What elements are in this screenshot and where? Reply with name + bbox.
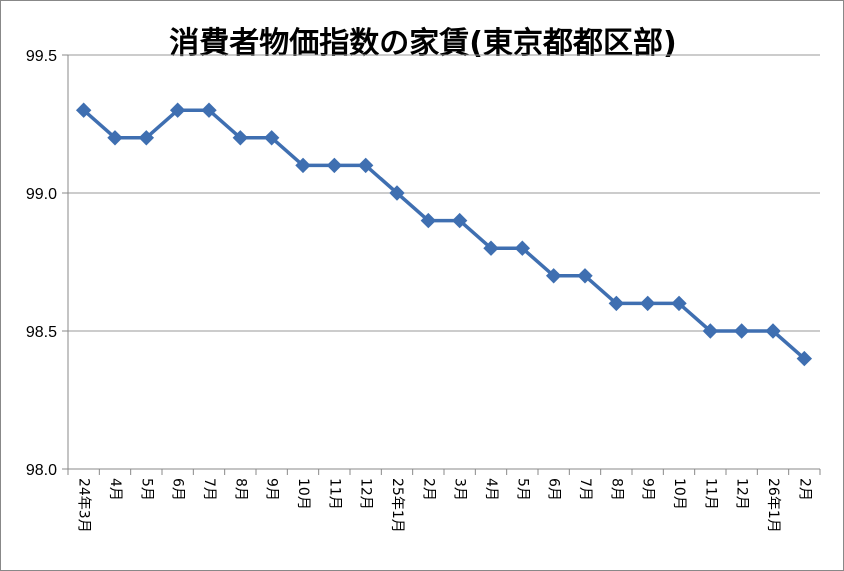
data-point-marker <box>796 350 813 367</box>
data-point-marker <box>702 323 719 339</box>
data-point-marker <box>483 240 499 256</box>
x-tick-label: 26年1月 <box>765 478 781 533</box>
data-point-marker <box>671 295 687 312</box>
x-tick-label: 9月 <box>640 478 656 501</box>
x-tick-label: 24年3月 <box>76 478 92 533</box>
x-tick-label: 9月 <box>264 478 280 501</box>
y-tick-labels: 98.0 98.5 99.0 99.5 <box>26 48 57 479</box>
data-point-marker <box>201 102 217 118</box>
data-point-marker <box>357 157 374 174</box>
x-tick-label: 5月 <box>138 478 154 501</box>
y-tick-label: 99.5 <box>26 48 57 65</box>
x-tick-label: 12月 <box>734 478 750 510</box>
x-tick-label: 7月 <box>577 478 593 501</box>
x-tick-label: 2月 <box>420 478 436 501</box>
chart-title: 消費者物価指数の家賃(東京都都区部) <box>169 26 676 61</box>
x-tick-label: 12月 <box>358 478 374 510</box>
data-point-marker <box>420 212 437 229</box>
data-point-marker <box>733 323 750 339</box>
x-tick-labels: 24年3月 4月 5月 6月 7月 8月 9月 10月 11月 12月 25年1月 2月 3月 4月 5月 6… <box>76 478 813 533</box>
axes <box>62 54 821 475</box>
x-tick-label: 11月 <box>702 478 718 510</box>
x-tick-label: 11月 <box>326 478 342 510</box>
data-point-marker <box>263 130 280 146</box>
data-point-marker <box>765 323 781 339</box>
x-tick-label: 10月 <box>295 478 311 510</box>
x-tick-label: 4月 <box>107 478 123 501</box>
data-point-marker <box>389 185 405 201</box>
x-tick-label: 2月 <box>796 478 812 501</box>
data-point-marker <box>608 295 625 312</box>
data-point-marker <box>639 295 656 312</box>
series-markers <box>75 102 813 367</box>
data-point-marker <box>545 268 562 284</box>
x-tick-label: 25年1月 <box>389 478 405 533</box>
y-tick-label: 99.0 <box>26 186 57 203</box>
y-tick-label: 98.0 <box>26 462 57 479</box>
data-point-marker <box>107 130 123 146</box>
data-point-marker <box>75 102 92 118</box>
x-tick-label: 6月 <box>546 478 562 501</box>
data-point-marker <box>326 157 343 174</box>
series-line <box>82 108 806 360</box>
x-tick-label: 5月 <box>514 478 530 501</box>
y-tick-label: 98.5 <box>26 324 57 341</box>
data-point-marker <box>577 268 593 284</box>
x-tick-label: 8月 <box>608 478 624 501</box>
x-tick-label: 4月 <box>483 478 499 501</box>
x-tick-label: 8月 <box>232 478 248 501</box>
gridlines <box>68 54 820 332</box>
data-point-marker <box>295 157 311 174</box>
x-tick-label: 3月 <box>452 478 468 501</box>
data-point-marker <box>232 130 249 146</box>
x-tick-label: 6月 <box>170 478 186 501</box>
data-point-marker <box>451 212 468 229</box>
series-line-path <box>82 108 806 360</box>
x-tick-label: 10月 <box>671 478 687 510</box>
data-point-marker <box>169 102 186 118</box>
data-point-marker <box>138 130 155 146</box>
data-point-marker <box>514 240 531 256</box>
x-tick-label: 7月 <box>201 478 217 501</box>
